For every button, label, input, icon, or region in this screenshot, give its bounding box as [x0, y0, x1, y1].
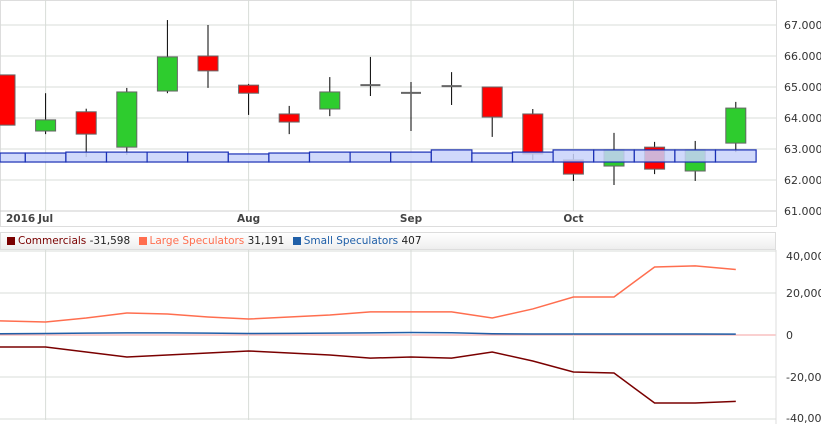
candle-body — [156, 56, 178, 92]
x-tick-label: Oct — [563, 213, 583, 225]
open-interest-band — [24, 152, 67, 163]
y-tick-label: 66.000 — [784, 50, 821, 63]
candle-body — [0, 74, 16, 126]
legend-large-speculators: Large Speculators 31,191 — [138, 235, 290, 247]
candle-body — [197, 55, 219, 72]
small-speculators-swatch-icon — [292, 237, 301, 245]
series-line-large-speculators — [0, 265, 736, 323]
series-line-small-speculators — [0, 331, 736, 335]
open-interest-band — [105, 151, 148, 163]
y-tick-label: 64.000 — [784, 112, 821, 125]
open-interest-band — [674, 149, 717, 163]
y-tick-label: 0 — [786, 329, 793, 342]
open-interest-band — [146, 151, 189, 163]
y-tick-label: -20,000 — [786, 371, 821, 384]
candle-body — [725, 107, 747, 144]
y-tick-label: 40,000 — [786, 250, 821, 263]
x-tick-label: Aug — [237, 213, 260, 225]
open-interest-band — [633, 149, 676, 163]
legend-small-speculators: Small Speculators 407 — [292, 235, 427, 247]
x-tick-label: 2016 — [6, 213, 35, 225]
y-tick-label: 62.000 — [784, 174, 821, 187]
commercials-swatch-icon — [7, 237, 15, 245]
open-interest-band — [308, 151, 351, 163]
y-tick-label: 67.000 — [784, 19, 821, 32]
open-interest-band — [187, 151, 229, 163]
open-interest-band — [511, 151, 554, 163]
y-tick-label: 65.000 — [784, 81, 821, 94]
open-interest-band — [349, 151, 392, 163]
cot-legend: Commercials -31,598 Large Speculators 31… — [0, 232, 776, 250]
y-tick-label: 61.000 — [784, 205, 821, 218]
candle-body — [481, 86, 503, 118]
open-interest-band — [593, 149, 635, 163]
y-tick-label: -40,000 — [786, 412, 821, 424]
large-speculators-swatch-icon — [138, 237, 147, 245]
open-interest-band — [714, 149, 757, 163]
open-interest-band — [552, 149, 595, 163]
y-tick-label: 63.000 — [784, 143, 821, 156]
x-tick-label: Sep — [400, 213, 423, 225]
open-interest-band — [65, 151, 108, 163]
open-interest-band — [0, 152, 26, 163]
y-tick-label: 20,000 — [786, 287, 821, 300]
candle-body — [116, 91, 138, 148]
price-candlestick-chart: 61.000 62.000 63.000 64.000 65.000 66.000 67.0… — [0, 0, 821, 227]
x-tick-label: Jul — [37, 213, 53, 225]
candle-body — [35, 119, 57, 132]
open-interest-band — [227, 153, 270, 163]
candle-body — [238, 84, 260, 94]
legend-commercials: Commercials -31,598 — [7, 235, 135, 247]
candle-body — [278, 113, 300, 123]
open-interest-band — [430, 149, 473, 163]
open-interest-band — [268, 152, 311, 163]
series-line-commercials — [0, 346, 736, 404]
candle-body — [319, 91, 341, 110]
candle-body — [75, 111, 97, 135]
cot-line-chart: -40,000 -20,000 0 20,000 40,000 — [0, 250, 821, 424]
open-interest-band — [390, 151, 432, 163]
candle-body — [522, 113, 544, 155]
open-interest-band — [471, 152, 514, 163]
